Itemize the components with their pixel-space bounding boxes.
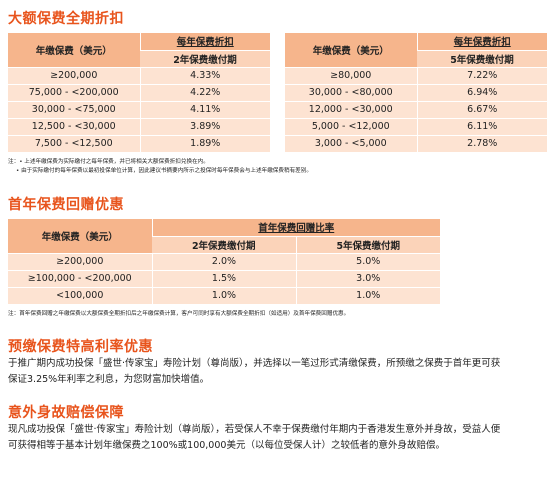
table-cell: 7,500 - <12,500 (8, 135, 140, 153)
table-cell: 1.89% (139, 135, 270, 153)
table-row: 7,500 - <12,500 1.89% (8, 135, 270, 153)
paragraph-prepay-interest: 于推广期内成功投保「盛世·传家宝」寿险计划（尊尚版），并选择以一笔过形式清缴保费… (8, 358, 501, 385)
table-cell: 1.0% (151, 287, 296, 305)
table-cell: 5.0% (295, 253, 440, 271)
table-cell: ≥100,000 - <200,000 (8, 270, 152, 288)
note-bulk-discount-2: • 由于实际缴付的每年保费以最初投保单位计算，因此建议书摘要内所示之投保时每年保… (16, 168, 312, 174)
table-cell: 6.94% (416, 84, 547, 102)
paragraph-accidental-death: 现凡成功投保「盛世·传家宝」寿险计划（尊尚版），若受保人不幸于保费缴付年期内于香… (8, 424, 501, 451)
table-row: 12,000 - <30,000 6.67% (285, 101, 547, 119)
table-cell: 75,000 - <200,000 (8, 84, 140, 102)
table-row: ≥100,000 - <200,000 1.5% 3.0% (8, 270, 440, 288)
note-bulk-discount-1: 注：• 上述年缴保费为实际缴付之每年保费，并已将相关大额保费折扣兑换在内。 (8, 159, 209, 165)
table-cell: 12,500 - <30,000 (8, 118, 140, 136)
col-annual-premium: 年缴保费（美元） (285, 33, 417, 68)
table-row: ≥200,000 2.0% 5.0% (8, 253, 440, 271)
section-title-prepay-interest: 预缴保费特高利率优惠 (8, 339, 153, 355)
table-cell: 1.0% (295, 287, 440, 305)
table-cell: 7.22% (416, 67, 547, 85)
section-title-first-year-rebate: 首年保费回赠优惠 (8, 197, 124, 213)
table-row: 30,000 - <75,000 4.11% (8, 101, 270, 119)
col-term-2yr: 2年保费缴付期 (152, 236, 296, 254)
col-discount-label: 每年保费折扣 (139, 33, 270, 51)
table-row: 12,500 - <30,000 3.89% (8, 118, 270, 136)
table-row: ≥200,000 4.33% (8, 67, 270, 85)
table-cell: ≥80,000 (285, 67, 417, 85)
table-cell: ≥200,000 (8, 67, 140, 85)
col-rebate-rate: 首年保费回赠比率 (151, 219, 440, 237)
table-row: 5,000 - <12,000 6.11% (285, 118, 547, 136)
table-cell: 4.22% (139, 84, 270, 102)
discount-table-2yr: 年缴保费（美元） 每年保费折扣 2年保费缴付期 ≥200,000 4.33% 75,… (8, 33, 270, 153)
table-cell: 2.0% (151, 253, 296, 271)
table-cell: 4.11% (139, 101, 270, 119)
table-cell: 3,000 - <5,000 (285, 135, 417, 153)
table-cell: 2.78% (416, 135, 547, 153)
note-rebate: 注：首年保费回赠之年缴保费以大额保费全期折扣后之年缴保费计算，客户可同时享有大额… (8, 311, 350, 317)
col-discount-label: 每年保费折扣 (416, 33, 547, 51)
table-cell: 4.33% (139, 67, 270, 85)
col-payment-term: 2年保费缴付期 (140, 50, 270, 68)
table-row: 75,000 - <200,000 4.22% (8, 84, 270, 102)
table-cell: 30,000 - <80,000 (285, 84, 417, 102)
table-cell: 6.11% (416, 118, 547, 136)
table-cell: 6.67% (416, 101, 547, 119)
section-title-bulk-discount: 大额保费全期折扣 (8, 11, 124, 27)
rebate-table: 年缴保费（美元） 首年保费回赠比率 2年保费缴付期 5年保费缴付期 ≥200,0… (8, 219, 440, 305)
table-cell: 1.5% (151, 270, 296, 288)
table-row: <100,000 1.0% 1.0% (8, 287, 440, 305)
table-cell: 12,000 - <30,000 (285, 101, 417, 119)
table-cell: ≥200,000 (8, 253, 152, 271)
col-term-5yr: 5年保费缴付期 (295, 236, 440, 254)
table-cell: 3.89% (139, 118, 270, 136)
table-cell: 3.0% (295, 270, 440, 288)
col-annual-premium: 年缴保费（美元） (8, 219, 152, 254)
table-row: 30,000 - <80,000 6.94% (285, 84, 547, 102)
table-row: ≥80,000 7.22% (285, 67, 547, 85)
table-cell: 30,000 - <75,000 (8, 101, 140, 119)
table-cell: 5,000 - <12,000 (285, 118, 417, 136)
table-cell: <100,000 (8, 287, 152, 305)
col-payment-term: 5年保费缴付期 (417, 50, 547, 68)
section-title-accidental-death: 意外身故赔偿保障 (8, 405, 124, 421)
col-annual-premium: 年缴保费（美元） (8, 33, 140, 68)
discount-table-5yr: 年缴保费（美元） 每年保费折扣 5年保费缴付期 ≥80,000 7.22% 30,0… (285, 33, 547, 153)
table-row: 3,000 - <5,000 2.78% (285, 135, 547, 153)
